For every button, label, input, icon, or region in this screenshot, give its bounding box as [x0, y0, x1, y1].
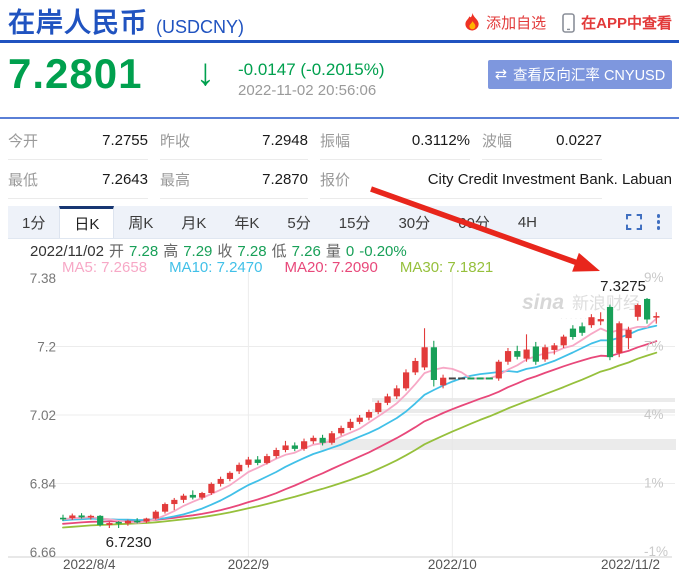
tab-monthly-k[interactable]: 月K	[181, 214, 207, 232]
tab-30min[interactable]: 30分	[398, 214, 431, 232]
stat-open: 今开 7.2755	[8, 121, 148, 160]
stat-value: 0.3112%	[411, 131, 470, 149]
chart-period-tabbar: 1分 日K 周K 月K 年K 5分 15分 30分 60分 4H	[8, 206, 672, 239]
svg-text:7.3275: 7.3275	[600, 278, 646, 295]
svg-text:7.2: 7.2	[37, 339, 56, 354]
svg-text:2022/9: 2022/9	[228, 557, 269, 572]
ohlc-value: 7.29	[183, 243, 213, 260]
view-in-app-button[interactable]: 在APP中查看	[581, 15, 672, 32]
ohlc-label: 开	[108, 243, 124, 260]
symbol-label: (USDCNY)	[156, 17, 244, 37]
page-title: 在岸人民币	[8, 8, 148, 38]
svg-text:4%: 4%	[644, 407, 664, 422]
svg-text:7%: 7%	[644, 338, 664, 353]
tab-1min[interactable]: 1分	[22, 214, 46, 232]
ohlc-value: 7.28	[237, 243, 267, 260]
ohlc-value: 7.28	[128, 243, 159, 260]
svg-text:6.84: 6.84	[30, 476, 57, 491]
tab-4h[interactable]: 4H	[517, 213, 537, 231]
ohlc-value: -0.20%	[359, 243, 407, 260]
svg-text:9%: 9%	[644, 270, 664, 285]
swap-arrows-icon: ⇄	[494, 66, 507, 83]
svg-text:2022/10: 2022/10	[428, 557, 477, 572]
svg-text:新浪财经: 新浪财经	[572, 294, 640, 313]
more-options-icon[interactable]	[656, 214, 660, 230]
ma-legend-item: MA5: 7.2658	[62, 259, 148, 276]
svg-text:-1%: -1%	[644, 544, 668, 559]
ohlc-label: 高	[163, 243, 179, 260]
header-divider	[0, 40, 679, 43]
phone-icon	[562, 12, 575, 33]
reverse-rate-label: 查看反向汇率 CNYUSD	[512, 68, 666, 84]
stat-value: 7.2870	[262, 170, 308, 188]
stat-range: 波幅 0.0227	[482, 121, 602, 160]
tab-5min[interactable]: 5分	[287, 214, 311, 232]
ma-legend-item: MA20: 7.2090	[284, 259, 378, 276]
stat-value: 7.2643	[102, 170, 148, 188]
ohlc-label: 低	[271, 243, 287, 260]
tab-yearly-k[interactable]: 年K	[234, 214, 260, 232]
stat-label: 报价	[320, 171, 351, 189]
stat-low: 最低 7.2643	[8, 160, 148, 199]
ohlc-value: 0	[345, 243, 355, 260]
stat-high: 最高 7.2870	[160, 160, 308, 199]
section-divider	[0, 117, 679, 119]
svg-text:2022/11/2: 2022/11/2	[601, 557, 660, 572]
ma-legend: MA5: 7.2658 MA10: 7.2470 MA20: 7.2090 MA30:…	[62, 259, 515, 276]
tab-daily-k[interactable]: 日K	[59, 206, 115, 238]
flame-icon	[465, 13, 480, 32]
candlestick-chart[interactable]: sina 新浪财经· · · · · · · · 7.38 7.2 7.02 6.84 6.…	[0, 268, 679, 573]
ohlc-label: 收	[217, 243, 233, 260]
ohlc-value: 7.26	[291, 243, 321, 260]
svg-text:6.66: 6.66	[30, 545, 56, 560]
add-watchlist-button[interactable]: 添加自选	[486, 15, 547, 32]
stat-quote-source: 报价 City Credit Investment Bank. Labuan	[320, 160, 672, 199]
svg-text:1%: 1%	[644, 475, 664, 490]
fullscreen-icon[interactable]	[625, 214, 642, 230]
ohlc-date: 2022/11/02	[30, 243, 104, 260]
svg-text:sina: sina	[522, 291, 564, 314]
last-price: 7.2801	[8, 50, 143, 97]
reverse-rate-button[interactable]: ⇄ 查看反向汇率 CNYUSD	[488, 60, 672, 89]
stat-value: 7.2948	[262, 131, 308, 149]
quote-source-value: City Credit Investment Bank. Labuan	[427, 170, 672, 188]
stat-label: 波幅	[482, 132, 513, 150]
stat-label: 昨收	[160, 132, 191, 150]
stat-value: 7.2755	[102, 131, 148, 149]
price-change: -0.0147 (-0.2015%)	[238, 60, 385, 79]
ohlc-info-line: 2022/11/02 开 7.28 高 7.29 收 7.28 低 7.26 量 0 -0.20%	[30, 240, 412, 261]
stat-label: 振幅	[320, 132, 351, 150]
svg-text:7.38: 7.38	[30, 271, 56, 286]
svg-text:2022/8/4: 2022/8/4	[63, 557, 116, 572]
stat-prev-close: 昨收 7.2948	[160, 121, 308, 160]
svg-text:· · · · · · · ·: · · · · · · · ·	[560, 314, 597, 323]
price-down-arrow-icon: ↓	[196, 52, 215, 94]
stat-label: 最高	[160, 171, 191, 189]
ma-legend-item: MA10: 7.2470	[169, 259, 263, 276]
stat-value: 0.0227	[556, 131, 602, 149]
tab-15min[interactable]: 15分	[338, 214, 371, 232]
quote-timestamp: 2022-11-02 20:56:06	[238, 82, 377, 99]
tab-60min[interactable]: 60分	[458, 214, 490, 232]
ohlc-label: 量	[325, 243, 341, 260]
page-header: 在岸人民币 (USDCNY)	[8, 4, 244, 40]
svg-text:6.7230: 6.7230	[106, 534, 152, 551]
stat-amplitude: 振幅 0.3112%	[320, 121, 470, 160]
quote-stats-table: 今开 7.2755 昨收 7.2948 振幅 0.3112% 波幅 0.0227…	[8, 121, 672, 199]
stat-label: 今开	[8, 132, 39, 150]
svg-text:7.02: 7.02	[30, 408, 56, 423]
tab-weekly-k[interactable]: 周K	[128, 214, 154, 232]
stat-label: 最低	[8, 171, 39, 189]
